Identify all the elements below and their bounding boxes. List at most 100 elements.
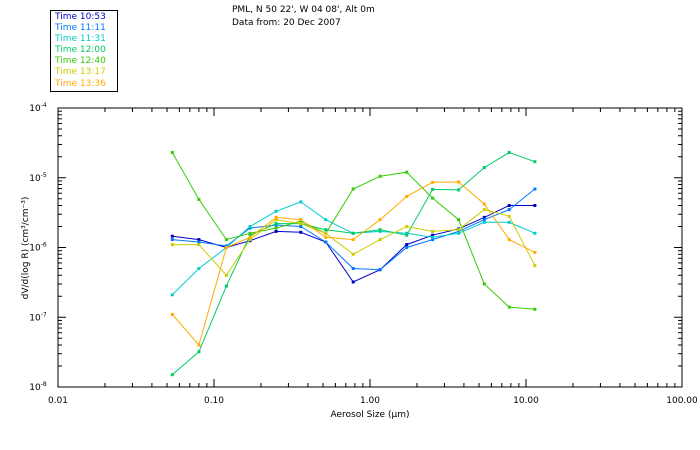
- data-point: [248, 225, 252, 228]
- data-point: [299, 222, 303, 226]
- data-point: [299, 230, 303, 234]
- data-point: [405, 231, 409, 235]
- data-point: [197, 267, 201, 270]
- data-point: [533, 187, 537, 191]
- series-1336: [170, 180, 537, 347]
- data-point: [507, 238, 511, 242]
- data-point: [378, 268, 382, 272]
- y-tick-label: 10-8: [29, 381, 47, 393]
- legend-entry-1240: Time 12:40: [55, 56, 106, 67]
- data-point: [533, 231, 537, 235]
- data-point: [533, 264, 537, 268]
- data-point: [248, 235, 252, 239]
- data-point: [405, 246, 409, 249]
- data-point: [299, 225, 303, 228]
- data-point: [378, 229, 382, 233]
- legend: Time 10:53 Time 11:11 Time 11:31 Time 12…: [50, 10, 118, 92]
- data-point: [170, 293, 174, 297]
- data-point: [351, 280, 355, 284]
- data-point: [482, 166, 486, 170]
- data-point: [431, 196, 435, 200]
- data-point: [431, 229, 435, 233]
- data-point: [224, 284, 228, 288]
- data-point: [457, 229, 461, 233]
- data-point: [405, 243, 409, 247]
- data-point: [405, 225, 409, 228]
- data-point: [224, 246, 228, 249]
- legend-entry-1200: Time 12:00: [55, 45, 106, 56]
- data-point: [482, 215, 486, 219]
- legend-entry-1131: Time 11:31: [55, 34, 106, 45]
- data-point: [324, 228, 328, 232]
- data-point: [507, 214, 511, 218]
- data-point: [482, 282, 486, 286]
- series-1111: [170, 187, 537, 272]
- data-point: [378, 238, 382, 242]
- data-point: [482, 202, 486, 206]
- legend-entry-1111: Time 11:11: [55, 23, 106, 34]
- data-point: [431, 187, 435, 191]
- data-point: [274, 218, 278, 222]
- data-point: [405, 233, 409, 237]
- data-point: [431, 238, 435, 242]
- data-point: [299, 200, 303, 204]
- data-point: [248, 233, 252, 237]
- data-point: [274, 215, 278, 219]
- legend-entry-1317: Time 13:17: [55, 67, 106, 78]
- data-point: [533, 307, 537, 311]
- series-1200: [170, 151, 537, 377]
- data-point: [507, 305, 511, 309]
- data-point: [507, 151, 511, 154]
- plot-frame: [57, 107, 683, 388]
- data-point: [351, 238, 355, 242]
- data-point: [324, 218, 328, 222]
- data-point: [482, 208, 486, 212]
- data-point: [457, 180, 461, 184]
- data-point: [274, 229, 278, 233]
- data-point: [274, 226, 278, 230]
- data-point: [274, 222, 278, 226]
- data-point: [324, 240, 328, 244]
- data-point: [482, 220, 486, 224]
- data-point: [197, 240, 201, 244]
- data-point: [170, 373, 174, 377]
- data-point: [457, 228, 461, 232]
- data-point: [378, 228, 382, 232]
- x-tick-label: 100.00: [666, 396, 698, 406]
- data-point: [351, 267, 355, 270]
- data-point: [457, 231, 461, 235]
- data-point: [197, 243, 201, 247]
- chart-location: PML, N 50 22', W 04 08', Alt 0m: [232, 5, 375, 15]
- legend-entry-1053: Time 10:53: [55, 12, 106, 22]
- data-point: [533, 250, 537, 254]
- y-tick-label: 10-5: [29, 172, 47, 184]
- data-point: [431, 233, 435, 237]
- data-point: [507, 208, 511, 212]
- series-line: [171, 181, 536, 347]
- data-point: [224, 238, 228, 242]
- x-tick-label: 0.01: [48, 396, 68, 406]
- data-point: [248, 226, 252, 230]
- data-point: [324, 235, 328, 239]
- series-line: [172, 205, 535, 283]
- data-point: [405, 194, 409, 198]
- data-point: [197, 197, 201, 201]
- data-point: [351, 187, 355, 191]
- y-axis-label: dV/d(log R) (cm³/cm⁻³): [21, 197, 31, 300]
- x-tick-label: 10.00: [513, 396, 539, 406]
- data-point: [457, 188, 461, 192]
- data-point: [170, 243, 174, 247]
- data-point: [197, 343, 201, 347]
- x-axis-label: Aerosol Size (μm): [331, 410, 410, 420]
- data-point: [351, 231, 355, 235]
- series-1053: [170, 204, 537, 284]
- data-point: [248, 231, 252, 235]
- x-tick-label: 0.10: [204, 396, 224, 406]
- y-tick-label: 10-4: [29, 102, 47, 114]
- data-point: [431, 235, 435, 239]
- x-tick-label: 1.00: [360, 396, 380, 406]
- y-tick-label: 10-6: [29, 242, 47, 254]
- series-1317: [170, 208, 537, 277]
- data-point: [507, 220, 511, 224]
